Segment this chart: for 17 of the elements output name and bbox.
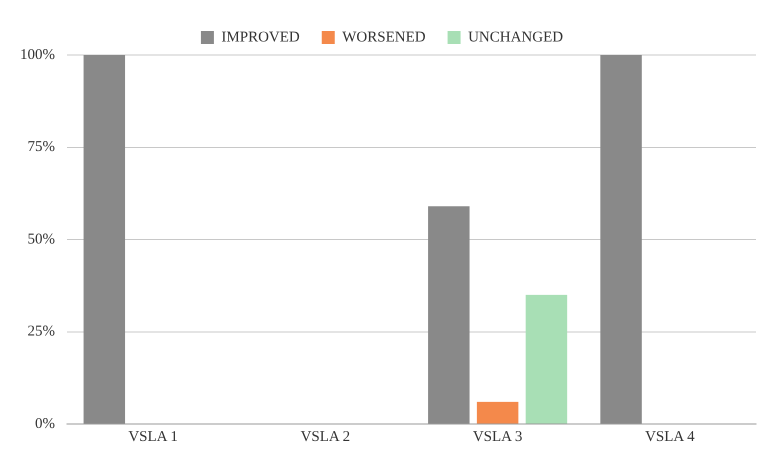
y-tick-label: 0%: [34, 416, 55, 432]
y-tick-label: 25%: [27, 324, 55, 340]
x-tick-label: VSLA 4: [645, 428, 696, 445]
x-tick-label: VSLA 3: [472, 428, 522, 445]
legend-label: UNCHANGED: [468, 29, 564, 46]
bar: [428, 206, 470, 424]
legend-label: IMPROVED: [221, 29, 300, 46]
y-tick-label: 75%: [27, 139, 55, 156]
legend-label: WORSENED: [342, 29, 426, 46]
bar: [526, 294, 568, 424]
x-tick-label: VSLA 2: [300, 428, 350, 445]
x-tick-label: VSLA 1: [128, 428, 178, 445]
bar: [600, 55, 642, 424]
y-tick-label: 50%: [27, 231, 55, 248]
bar: [84, 55, 126, 424]
y-tick-label: 100%: [20, 46, 55, 63]
bar: [476, 402, 518, 424]
